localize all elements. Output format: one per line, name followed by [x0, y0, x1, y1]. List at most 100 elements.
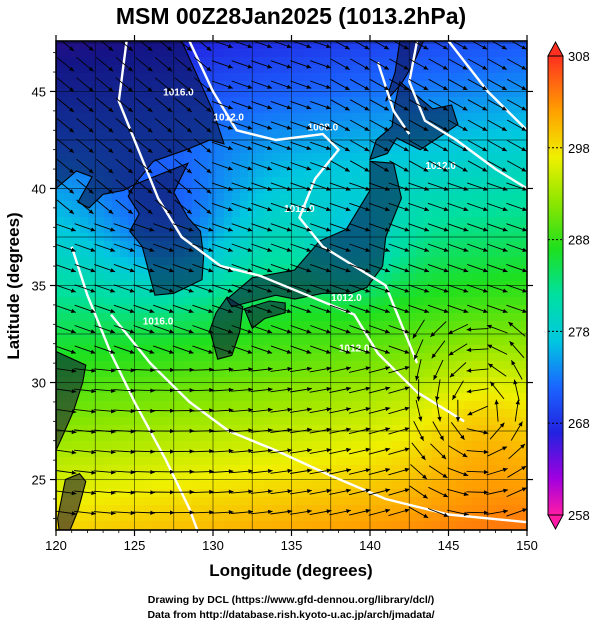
wind-arrowhead: [91, 511, 96, 516]
x-tick-label: 150: [516, 538, 538, 553]
wind-arrowhead: [346, 447, 351, 453]
wind-arrowhead: [306, 227, 312, 232]
wind-arrowhead: [247, 349, 253, 354]
wind-arrowhead: [149, 268, 155, 273]
wind-arrowhead: [91, 409, 96, 414]
wind-arrowhead: [404, 268, 410, 273]
wind-arrowhead: [344, 106, 350, 111]
wind-arrowhead: [70, 288, 76, 293]
wind-arrowhead: [188, 349, 194, 354]
wind-arrowhead: [110, 308, 116, 313]
wind-arrowhead: [247, 84, 253, 89]
wind-arrowhead: [111, 388, 116, 393]
wind-arrowhead: [430, 332, 436, 337]
wind-arrowhead: [287, 387, 293, 392]
y-tick-label: 45: [32, 84, 46, 99]
wind-arrowhead: [403, 167, 409, 172]
wind-arrowhead: [403, 45, 409, 50]
wind-arrowhead: [502, 207, 508, 212]
wind-arrowhead: [307, 468, 312, 473]
wind-arrowhead: [267, 186, 273, 191]
wind-arrowhead: [443, 247, 449, 252]
x-tick-label: 125: [124, 538, 146, 553]
wind-arrowhead: [267, 207, 273, 212]
wind-arrowhead: [463, 207, 469, 212]
wind-arrowhead: [501, 65, 507, 70]
wind-arrowhead: [267, 64, 273, 69]
wind-arrowhead: [108, 209, 114, 214]
wind-arrowhead: [287, 428, 293, 433]
wind-arrowhead: [69, 127, 74, 133]
wind-arrowhead: [326, 105, 331, 110]
wind-arrowhead: [448, 330, 453, 334]
wind-arrowhead: [209, 449, 214, 454]
wind-arrowhead: [127, 46, 133, 51]
wind-arrowhead: [227, 247, 233, 252]
wind-arrowhead: [88, 168, 94, 174]
wind-arrowhead: [460, 434, 465, 440]
wind-arrowhead: [227, 288, 233, 293]
wind-arrowhead: [248, 469, 253, 474]
wind-arrowhead: [365, 386, 371, 391]
wind-arrowhead: [424, 207, 430, 212]
wind-arrowhead: [423, 45, 429, 50]
wind-arrowhead: [90, 349, 96, 354]
wind-arrowhead: [452, 394, 457, 400]
wind-arrowhead: [365, 308, 371, 313]
wind-arrowhead: [209, 408, 214, 413]
wind-arrowhead: [267, 44, 273, 49]
wind-arrowhead: [286, 186, 292, 191]
wind-arrowhead: [147, 107, 153, 112]
x-tick-label: 145: [438, 538, 460, 553]
wind-arrowhead: [248, 367, 253, 372]
wind-arrowhead: [127, 66, 133, 72]
wind-arrowhead: [71, 368, 77, 373]
isobar-label: 1016.0: [143, 316, 174, 327]
wind-arrowhead: [463, 268, 469, 273]
wind-arrowhead: [442, 167, 448, 172]
wind-arrowhead: [227, 125, 233, 130]
wind-arrowhead: [326, 288, 331, 293]
isobar-label: 1016.0: [163, 87, 194, 98]
wind-arrowhead: [149, 227, 155, 232]
wind-arrowhead: [515, 399, 520, 405]
wind-arrowhead: [90, 308, 96, 313]
wind-arrowhead: [111, 449, 116, 455]
wind-arrowhead: [385, 468, 391, 473]
wind-arrowhead: [404, 227, 410, 232]
wind-arrowhead: [443, 227, 449, 232]
x-tick-label: 140: [359, 538, 381, 553]
wind-arrowhead: [404, 386, 410, 391]
wind-arrowhead: [69, 46, 74, 51]
wind-arrowhead: [286, 329, 292, 334]
wind-arrowhead: [130, 368, 136, 373]
wind-arrowhead: [404, 427, 410, 432]
wind-arrowhead: [186, 66, 192, 72]
wind-arrowhead: [169, 349, 174, 354]
wind-arrowhead: [247, 186, 253, 191]
wind-arrowhead: [110, 349, 116, 354]
wind-arrowhead: [88, 189, 94, 194]
wind-arrowhead: [455, 417, 461, 422]
wind-arrowhead: [108, 66, 114, 72]
wind-arrowhead: [209, 387, 214, 393]
y-axis: 25 30 35 40 45: [32, 52, 533, 519]
wind-arrowhead: [129, 308, 135, 313]
wind-arrowhead: [70, 349, 76, 354]
wind-arrowhead: [286, 207, 292, 212]
wind-arrowhead: [186, 46, 192, 51]
chart-title: MSM 00Z28Jan2025 (1013.2hPa): [116, 3, 466, 29]
wind-arrowhead: [127, 127, 133, 133]
wind-arrowhead: [88, 209, 94, 214]
wind-arrowhead: [186, 209, 192, 214]
wind-arrowhead: [365, 186, 371, 191]
wind-arrowhead: [433, 374, 438, 380]
wind-arrowhead: [286, 44, 292, 49]
wind-arrowhead: [486, 324, 492, 329]
wind-arrowhead: [326, 308, 331, 313]
isobar: [117, 41, 465, 423]
wind-arrowhead: [307, 407, 312, 412]
wind-arrowhead: [227, 145, 233, 150]
wind-arrowhead: [463, 288, 469, 293]
wind-arrowhead: [247, 105, 253, 110]
